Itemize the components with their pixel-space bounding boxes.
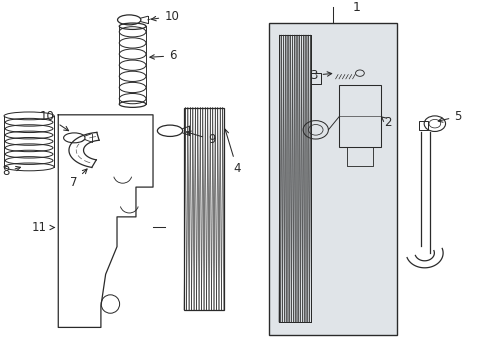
Text: 1: 1 [352, 1, 360, 14]
Text: 11: 11 [31, 221, 46, 234]
Bar [184, 108, 224, 310]
Text: 3: 3 [309, 69, 331, 82]
Text: 5: 5 [437, 110, 461, 123]
Text: 6: 6 [150, 49, 176, 62]
Text: 9: 9 [186, 131, 215, 146]
Text: 10: 10 [40, 110, 68, 131]
Text: 2: 2 [381, 116, 391, 129]
Bar [418, 121, 427, 130]
Bar [268, 23, 397, 334]
Text: 4: 4 [224, 129, 240, 175]
Bar [339, 85, 380, 147]
Text: 8: 8 [2, 165, 20, 178]
Text: 7: 7 [70, 169, 87, 189]
Text: 10: 10 [151, 10, 179, 23]
